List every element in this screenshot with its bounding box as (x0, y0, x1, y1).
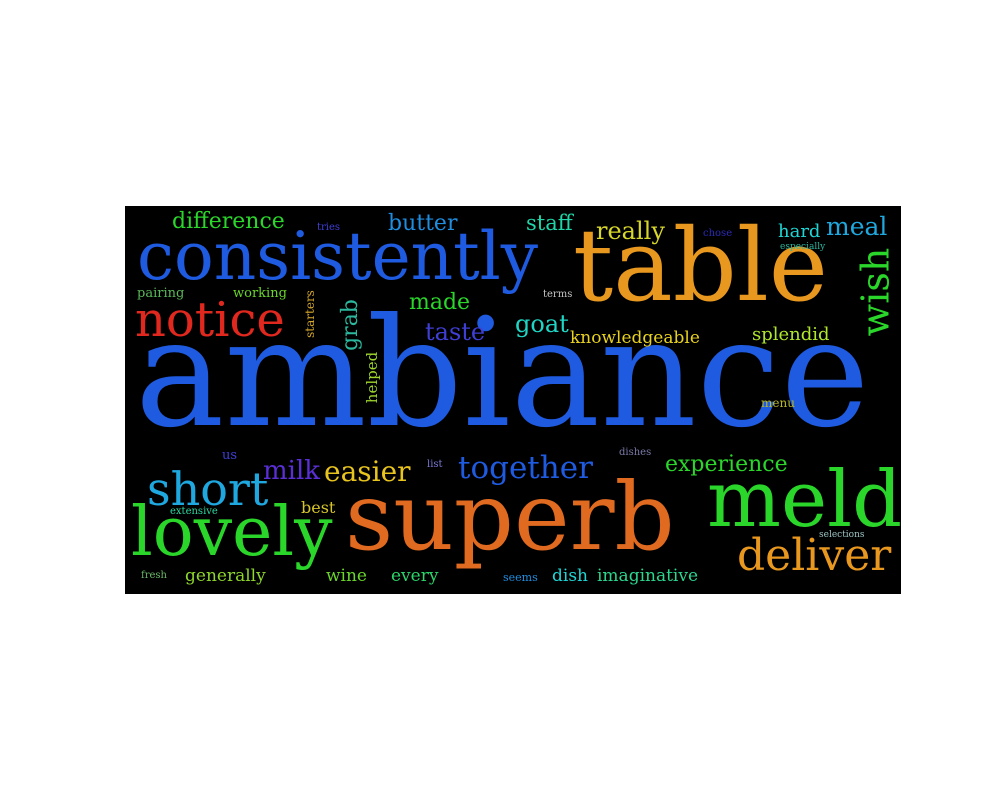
word-list: list (427, 459, 443, 470)
word-experience: experience (665, 452, 788, 477)
word-imaginative: imaginative (597, 566, 699, 586)
word-ambiance: ambiance (135, 287, 870, 461)
word-difference: difference (172, 209, 285, 234)
word-made: made (409, 290, 471, 315)
word-lovely: lovely (131, 493, 333, 572)
word-especially: especially (780, 242, 826, 252)
word-butter: butter (388, 211, 458, 236)
word-dish: dish (552, 566, 588, 586)
word-generally: generally (185, 566, 266, 586)
word-table: table (573, 207, 828, 324)
word-selections: selections (819, 530, 865, 540)
word-easier: easier (324, 455, 411, 488)
word-extensive: extensive (170, 506, 218, 517)
word-deliver: deliver (737, 530, 892, 581)
word-cloud: ambiance superb table consistently notic… (125, 206, 901, 594)
word-working: working (233, 286, 287, 301)
word-wine: wine (326, 566, 367, 586)
word-consistently: consistently (137, 218, 539, 295)
word-fresh: fresh (141, 570, 167, 581)
word-taste: taste (425, 318, 486, 346)
word-together: together (458, 450, 593, 486)
word-knowledgeable: knowledgeable (570, 328, 700, 348)
word-goat: goat (515, 310, 569, 338)
word-helped: helped (363, 351, 382, 404)
word-chose: chose (703, 228, 733, 239)
word-short: short (147, 462, 269, 516)
word-tries: tries (317, 222, 341, 233)
word-grab: grab (337, 299, 363, 351)
word-milk: milk (263, 456, 321, 486)
word-notice: notice (135, 292, 285, 348)
word-hard: hard (778, 221, 821, 242)
word-every: every (391, 566, 439, 586)
word-best: best (301, 498, 336, 517)
word-wish: wish (853, 247, 898, 337)
word-superb: superb (345, 463, 675, 572)
word-menu: menu (761, 396, 795, 410)
word-dishes: dishes (619, 447, 652, 458)
word-staff: staff (526, 211, 573, 235)
word-terms: terms (543, 289, 573, 300)
word-starters: starters (302, 290, 317, 338)
word-pairing: pairing (137, 286, 185, 301)
word-meld: meld (707, 455, 901, 545)
word-splendid: splendid (752, 324, 830, 345)
word-really: really (596, 217, 665, 245)
word-seems: seems (503, 571, 538, 584)
word-us: us (222, 448, 238, 463)
word-meal: meal (826, 212, 888, 241)
